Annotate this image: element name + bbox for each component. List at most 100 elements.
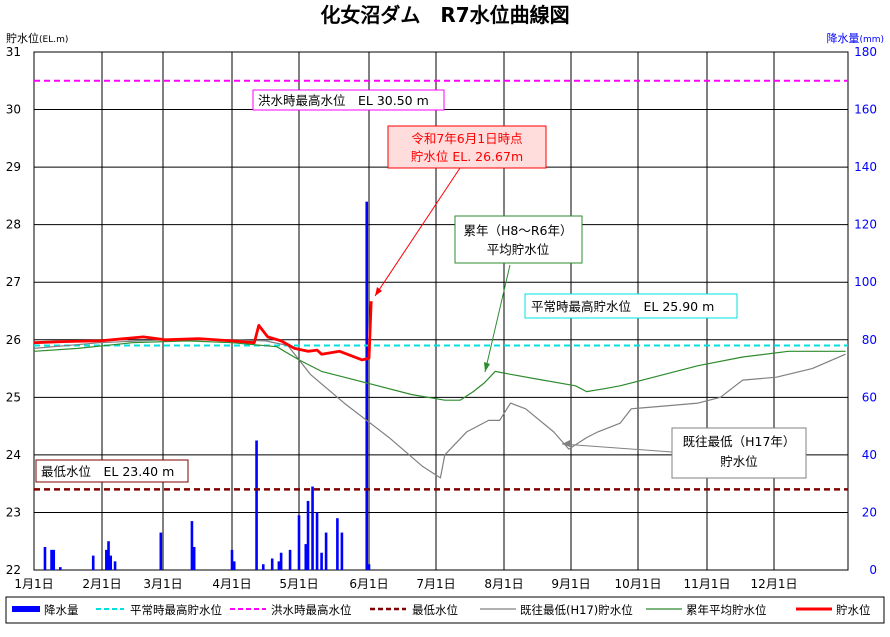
precipitation-bar — [107, 541, 110, 570]
precipitation-bar — [279, 552, 283, 570]
legend-label-precipitation: 降水量 — [44, 603, 79, 617]
y-tick-label-right: 160 — [854, 103, 877, 117]
precipitation-bar — [270, 558, 274, 570]
legend-box — [5, 596, 885, 624]
precipitation-bar — [315, 512, 319, 570]
x-tick-label: 9月1日 — [551, 577, 590, 591]
precipitation-bar — [288, 549, 292, 570]
precipitation-bar — [304, 544, 308, 570]
y-tick-label-left: 28 — [6, 218, 21, 232]
current-level-text-1: 令和7年6月1日時点 — [411, 131, 522, 146]
precipitation-bar — [113, 561, 117, 570]
precipitation-bar — [159, 532, 163, 570]
normal-level-box — [524, 293, 738, 319]
right-axis-unit: (mm) — [859, 35, 884, 45]
precipitation-bar — [59, 567, 62, 570]
current-level-box — [387, 125, 547, 169]
precipitation-bar — [261, 564, 265, 570]
y-tick-label-right: 80 — [862, 333, 877, 347]
precipitation-bar — [320, 552, 323, 570]
current-level-pointer — [374, 164, 463, 297]
reference-lines — [34, 79, 848, 491]
x-tick-label: 7月1日 — [416, 577, 455, 591]
precipitation-bar — [232, 561, 236, 570]
y-tick-label-left: 23 — [6, 505, 21, 519]
y-tick-label-left: 31 — [6, 45, 21, 59]
precipitation-bar — [311, 486, 314, 570]
precipitation-bar — [365, 201, 369, 570]
left-axis-label: 貯水位(EL.m) — [6, 31, 68, 45]
record-low-box — [671, 427, 807, 479]
series-line — [33, 301, 373, 362]
record-low-text-1: 既往最低（H17年） — [683, 434, 796, 449]
right-axis-label: 降水量(mm) — [826, 31, 884, 45]
low-level-text: 最低水位 EL 23.40 m — [41, 464, 174, 479]
record-low-pointer — [561, 443, 673, 453]
precipitation-bar — [306, 500, 310, 570]
x-tick-label: 5月1日 — [279, 577, 318, 591]
y-tick-label-right: 60 — [862, 390, 877, 404]
x-tick-label: 8月1日 — [484, 577, 523, 591]
precipitation-bar — [367, 564, 371, 570]
record-low-arrowhead — [562, 440, 570, 447]
precipitation-bar — [277, 561, 281, 570]
left-axis-unit: (EL.m) — [39, 35, 68, 45]
average-level-text-1: 累年（H8～R6年） — [464, 223, 573, 238]
precipitation-bar — [190, 521, 194, 570]
x-tick-label: 2月1日 — [82, 577, 121, 591]
precipitation-bar — [105, 549, 108, 570]
precipitation-bar — [109, 555, 113, 570]
annotations: 洪水時最高水位 EL 30.50 m 令和7年6月1日時点 貯水位 EL. 26… — [35, 89, 807, 483]
average-level-text-2: 平均貯水位 — [487, 242, 550, 257]
current-level-text-2: 貯水位 EL. 26.67m — [411, 149, 523, 164]
right-axis-label-text: 降水量 — [826, 31, 859, 45]
x-tick-label: 4月1日 — [212, 577, 251, 591]
legend-label-flood-level: 洪水時最高水位 — [271, 603, 352, 617]
legend-label-current: 貯水位 — [836, 603, 871, 617]
y-tick-label-left: 27 — [6, 275, 21, 289]
precipitation-bar — [91, 555, 95, 570]
x-tick-label: 6月1日 — [349, 577, 388, 591]
y-tick-label-right: 180 — [854, 45, 877, 59]
x-tick-label: 10月1日 — [615, 577, 662, 591]
legend-label-average: 累年平均貯水位 — [686, 603, 767, 617]
y-tick-label-left: 22 — [6, 563, 21, 577]
precipitation-bar — [43, 546, 47, 570]
legend-label-normal-level: 平常時最高貯水位 — [130, 603, 222, 617]
low-level-box — [35, 459, 189, 483]
legend-label-low-level: 最低水位 — [412, 603, 458, 617]
left-axis-label-text: 貯水位 — [6, 31, 39, 45]
x-tick-label: 12月1日 — [751, 577, 798, 591]
series-lines — [33, 301, 846, 479]
precipitation-bar — [52, 549, 56, 570]
normal-level-text: 平常時最高貯水位 EL 25.90 m — [531, 299, 714, 314]
precipitation-bar — [50, 549, 53, 570]
y-tick-label-left: 24 — [6, 448, 21, 462]
y-tick-label-right: 100 — [854, 275, 877, 289]
x-tick-label: 3月1日 — [143, 577, 182, 591]
legend-label-record-low: 既往最低(H17)貯水位 — [520, 603, 633, 617]
y-tick-label-left: 25 — [6, 390, 21, 404]
y-tick-label-left: 30 — [6, 103, 21, 117]
average-level-arrowhead — [484, 362, 490, 372]
y-tick-label-right: 140 — [854, 160, 877, 174]
precipitation-bars — [43, 201, 371, 570]
x-tick-label: 1月1日 — [14, 577, 53, 591]
precipitation-bar — [297, 515, 301, 570]
axis-ticks: 22 23 24 25 26 27 28 29 30 31 0 20 40 60 80 100 120 140 16… — [6, 45, 877, 591]
precipitation-bar — [324, 532, 328, 570]
current-level-arrowhead — [375, 287, 382, 296]
series-line — [33, 340, 846, 401]
y-tick-label-left: 26 — [6, 333, 21, 347]
chart-title: 化女沼ダム R7水位曲線図 — [320, 3, 569, 27]
flood-level-text: 洪水時最高水位 EL 30.50 m — [258, 93, 429, 108]
flood-level-box — [252, 89, 445, 111]
y-tick-label-right: 120 — [854, 218, 877, 232]
x-tick-label: 11月1日 — [684, 577, 731, 591]
y-tick-label-left: 29 — [6, 160, 21, 174]
average-level-pointer — [484, 264, 511, 373]
precipitation-bar — [192, 546, 196, 570]
average-level-box — [454, 215, 583, 264]
y-tick-label-right: 20 — [862, 505, 877, 519]
